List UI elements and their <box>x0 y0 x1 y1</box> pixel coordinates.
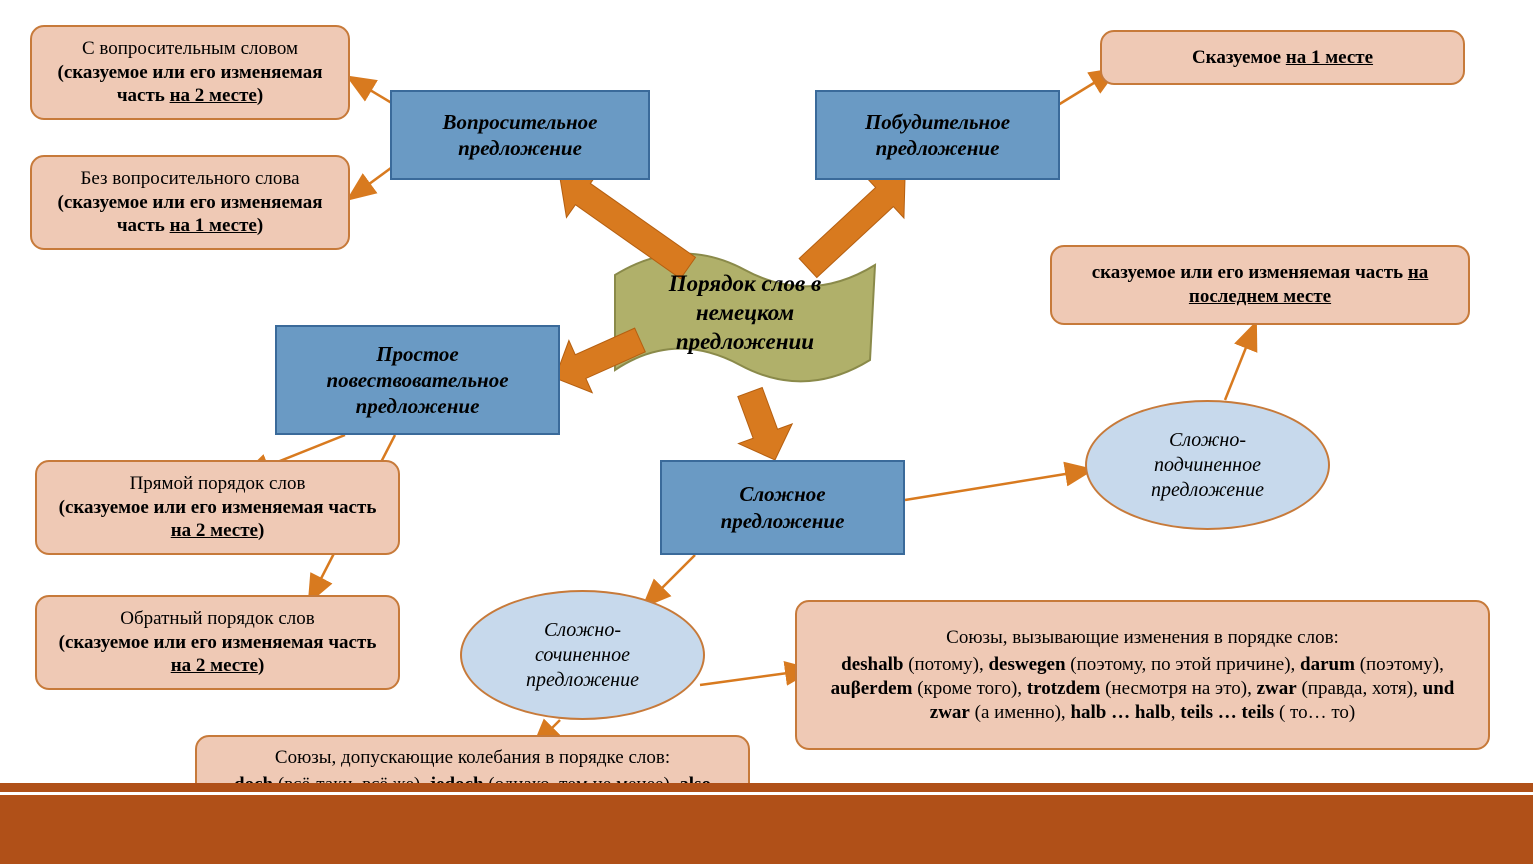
conj-changing-body: deshalb (потому), deswegen (поэтому, по … <box>811 653 1474 724</box>
box-declarative: Простое повествовательное предложение <box>275 325 560 435</box>
peach-subordinate-detail: сказуемое или его изменяемая часть на по… <box>1050 245 1470 325</box>
ellipse-subordinate: Сложно- подчиненное предложение <box>1085 400 1330 530</box>
peach-reverse-order: Обратный порядок слов (сказуемое или его… <box>35 595 400 690</box>
peach-without-qword: Без вопросительного слова (сказуемое или… <box>30 155 350 250</box>
peach-direct-order: Прямой порядок слов (сказуемое или его и… <box>35 460 400 555</box>
central-line2: немецком <box>696 299 794 328</box>
box-complex: Сложное предложение <box>660 460 905 555</box>
peach-conj-changing: Союзы, вызывающие изменения в порядке сл… <box>795 600 1490 750</box>
box-interrogative: Вопросительное предложение <box>390 90 650 180</box>
central-line1: Порядок слов в <box>669 270 822 299</box>
ellipse-coordinate: Сложно- сочиненное предложение <box>460 590 705 720</box>
peach-with-qword: С вопросительным словом (сказуемое или е… <box>30 25 350 120</box>
central-title: Порядок слов в немецком предложении <box>625 270 865 356</box>
central-line3: предложении <box>676 328 814 357</box>
peach-imperative-detail: Сказуемое на 1 месте <box>1100 30 1465 85</box>
box-imperative: Побудительное предложение <box>815 90 1060 180</box>
footer-bar <box>0 792 1533 864</box>
